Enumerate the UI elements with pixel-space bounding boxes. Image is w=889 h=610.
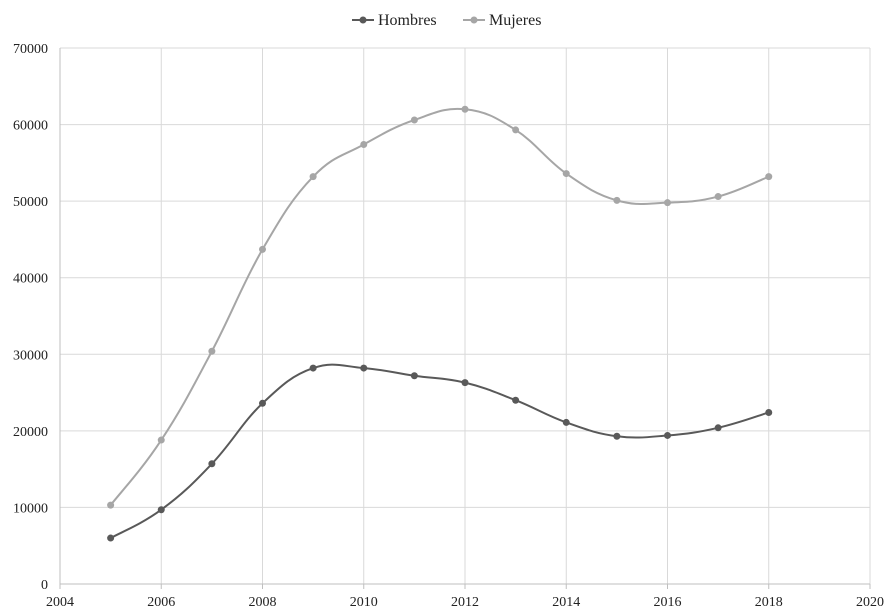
- series: [107, 105, 773, 542]
- data-point-mujeres: [259, 245, 266, 253]
- x-tick-label: 2014: [552, 595, 580, 610]
- y-tick-label: 20000: [13, 425, 48, 440]
- y-tick-label: 10000: [13, 501, 48, 516]
- y-tick-label: 40000: [13, 272, 48, 287]
- data-point-mujeres: [360, 140, 368, 148]
- series-line-mujeres: [109, 107, 770, 506]
- data-point-hombres: [360, 364, 368, 372]
- gridlines: [60, 47, 871, 584]
- axes: 0 10000 20000 30000 40000 50000 60000 70000 2004…: [13, 42, 884, 610]
- data-point-mujeres: [461, 105, 469, 113]
- data-point-mujeres: [157, 436, 165, 444]
- x-tick-label: 2008: [249, 595, 277, 610]
- x-tick-label: 2020: [856, 595, 884, 610]
- data-point-mujeres: [208, 347, 216, 355]
- data-point-hombres: [461, 379, 469, 387]
- x-tick-label: 2018: [755, 595, 783, 610]
- data-point-mujeres: [512, 126, 520, 134]
- y-tick-label: 0: [41, 578, 48, 593]
- legend-label-hombres: Hombres: [378, 12, 437, 29]
- data-point-mujeres: [714, 193, 722, 201]
- y-tick-label: 60000: [13, 119, 48, 134]
- data-point-mujeres: [107, 501, 115, 509]
- data-point-hombres: [765, 408, 773, 416]
- data-point-mujeres: [613, 196, 621, 204]
- y-tick-label: 30000: [13, 348, 48, 363]
- legend: Hombres Mujeres: [352, 12, 541, 29]
- x-tick-label: 2004: [46, 595, 74, 610]
- series-line-hombres: [110, 363, 770, 539]
- x-tick-label: 2006: [147, 595, 175, 610]
- data-point-mujeres: [410, 116, 418, 124]
- data-point-hombres: [410, 372, 418, 380]
- legend-item-hombres: Hombres: [352, 12, 437, 29]
- data-point-hombres: [714, 424, 722, 432]
- data-point-hombres: [613, 432, 621, 440]
- x-tick-label: 2016: [654, 595, 682, 610]
- y-tick-label: 70000: [13, 42, 48, 57]
- data-point-hombres: [107, 534, 115, 542]
- legend-marker-hombres: [359, 16, 367, 24]
- x-tick-label: 2012: [451, 595, 479, 610]
- data-point-hombres: [208, 460, 216, 468]
- legend-label-mujeres: Mujeres: [489, 12, 541, 29]
- data-point-hombres: [664, 431, 671, 439]
- x-tick-label: 2010: [350, 595, 378, 610]
- data-point-hombres: [562, 418, 570, 426]
- data-point-hombres: [259, 399, 266, 407]
- legend-marker-mujeres: [470, 16, 478, 24]
- data-point-hombres: [157, 506, 165, 514]
- data-point-hombres: [512, 396, 520, 404]
- y-tick-label: 50000: [13, 195, 48, 210]
- legend-item-mujeres: Mujeres: [463, 12, 541, 29]
- data-point-mujeres: [664, 199, 671, 207]
- data-point-hombres: [309, 364, 317, 372]
- data-point-mujeres: [309, 173, 317, 181]
- data-point-mujeres: [562, 170, 570, 178]
- data-point-mujeres: [765, 173, 773, 181]
